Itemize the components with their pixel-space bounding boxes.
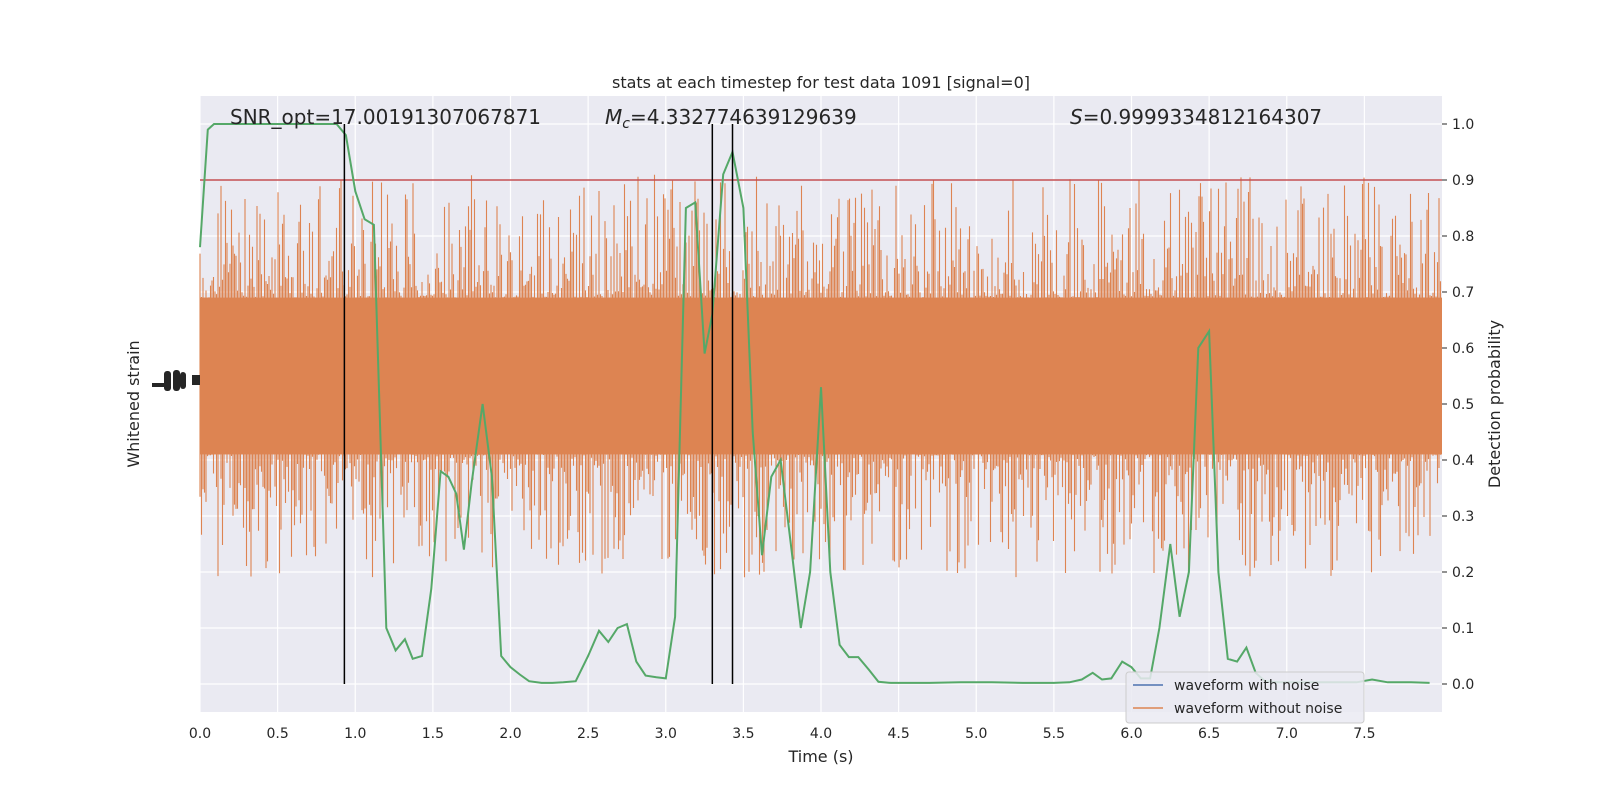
score-annotation: S=0.9999334812164307 (1070, 105, 1322, 129)
x-tick-label: 3.5 (732, 726, 754, 742)
x-tick-label: 5.5 (1043, 726, 1065, 742)
y-tick-label: 0.1 (1452, 621, 1474, 637)
chirp-mass-annotation: Mc=4.332774639129639 (605, 105, 857, 132)
y-tick-label: 0.4 (1452, 453, 1474, 469)
y-tick-label: 0.7 (1452, 285, 1474, 301)
y-axis-left-label: Whitened strain (124, 340, 143, 467)
y-tick-label: 0.6 (1452, 341, 1474, 357)
x-axis-ticks: 0.0 0.5 1.0 1.5 2.0 2.5 3.0 3.5 4.0 4.5 5.0 5.5 6.0 6… (189, 726, 1376, 742)
x-tick-label: 0.5 (266, 726, 288, 742)
vertical-markers (343, 124, 734, 684)
y-tick-label: 1.0 (1452, 117, 1474, 133)
x-tick-label: 2.0 (499, 726, 521, 742)
x-tick-label: 6.0 (1120, 726, 1142, 742)
legend-label-noise: waveform with noise (1174, 678, 1319, 694)
legend-label-clean: waveform without noise (1174, 701, 1342, 717)
y-tick-label: 0.0 (1452, 677, 1474, 693)
x-tick-label: 5.0 (965, 726, 987, 742)
detection-probability-line (199, 123, 1430, 684)
snr-annotation: SNR_opt=17.00191307067871 (230, 105, 541, 129)
y-tick-label: 0.8 (1452, 229, 1474, 245)
x-tick-label: 6.5 (1198, 726, 1220, 742)
x-tick-label: 7.5 (1353, 726, 1375, 742)
y-tick-label: 0.5 (1452, 397, 1474, 413)
legend-box (1125, 671, 1365, 724)
waveform-without-noise-series (199, 174, 1442, 578)
left-axis-cluttered-ticks (152, 370, 200, 391)
x-axis-label: Time (s) (787, 747, 853, 766)
legend: waveform with noise waveform without noi… (1125, 671, 1365, 724)
y-axis-right-ticks: 0.0 0.1 0.2 0.3 0.4 0.5 0.6 0.7 0.8 0.9 1.0 (1442, 117, 1474, 693)
x-tick-label: 1.5 (422, 726, 444, 742)
x-tick-label: 7.0 (1276, 726, 1298, 742)
x-tick-label: 3.0 (655, 726, 677, 742)
y-tick-label: 0.9 (1452, 173, 1474, 189)
detection-probability-series (199, 123, 1430, 684)
y-tick-label: 0.3 (1452, 509, 1474, 525)
y-axis-right-label: Detection probability (1485, 320, 1504, 488)
x-tick-label: 0.0 (189, 726, 211, 742)
x-tick-label: 2.5 (577, 726, 599, 742)
chart-title: stats at each timestep for test data 109… (612, 73, 1030, 92)
x-tick-label: 4.0 (810, 726, 832, 742)
x-tick-label: 4.5 (887, 726, 909, 742)
y-tick-label: 0.2 (1452, 565, 1474, 581)
x-tick-label: 1.0 (344, 726, 366, 742)
